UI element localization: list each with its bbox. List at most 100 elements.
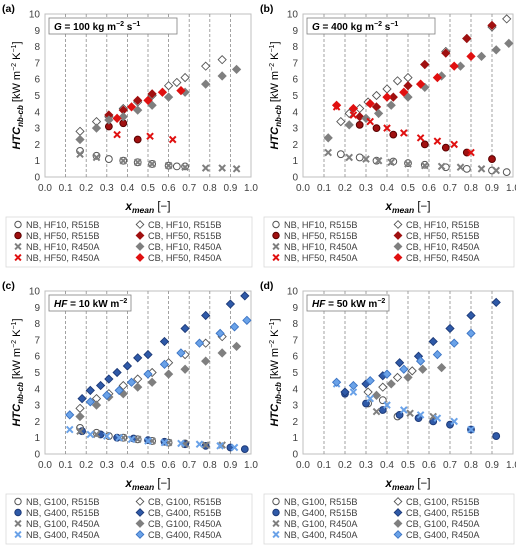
y-tick-label: 4: [292, 107, 298, 118]
data-point: [502, 168, 511, 177]
data-point: [487, 20, 497, 31]
data-point: [432, 349, 443, 360]
data-point: [449, 338, 459, 348]
legend-marker: [272, 220, 280, 229]
data-point: [399, 364, 409, 374]
y-tick-label: 9: [292, 26, 298, 37]
data-point: [371, 90, 382, 101]
data-point: [433, 137, 442, 145]
data-point: [331, 100, 342, 110]
legend-marker: [14, 530, 22, 539]
legend: NB, HF10, R515B CB, HF10, R515B NB, HF50, …: [263, 216, 515, 268]
data-point: [77, 393, 87, 404]
data-point: [146, 132, 154, 141]
data-point: [383, 401, 391, 409]
y-tick-label: 2: [34, 417, 40, 428]
data-point: [230, 443, 239, 452]
data-point: [180, 323, 190, 334]
data-point: [336, 150, 345, 159]
data-point: [355, 120, 364, 129]
y-tick-label: 4: [34, 384, 40, 395]
data-point: [172, 77, 182, 88]
legend-marker: [135, 242, 145, 251]
data-point: [466, 328, 476, 339]
data-point: [366, 117, 375, 126]
legend-label: CB, HF50, R515B: [406, 231, 480, 241]
series-cb-hf10-r450a: [323, 38, 514, 143]
data-point: [348, 380, 359, 391]
data-point: [477, 165, 486, 173]
y-tick-label: 3: [34, 401, 40, 412]
data-point: [218, 164, 226, 172]
y-axis-label: HTCnb-cb [kW m−2 K−1]: [269, 41, 283, 149]
data-point: [112, 367, 122, 378]
data-point: [91, 400, 102, 410]
data-point: [201, 356, 211, 366]
data-point: [441, 143, 450, 152]
data-point: [92, 151, 101, 160]
y-tick-label: 2: [292, 140, 298, 151]
data-point: [86, 430, 95, 439]
data-point: [491, 45, 501, 55]
y-tick-label: 6: [292, 352, 298, 363]
data-point: [112, 113, 122, 123]
data-point: [372, 124, 381, 133]
y-axis-label: HTCnb-cb [kW m−2 K−1]: [11, 318, 25, 426]
data-point: [147, 89, 157, 99]
data-point: [371, 390, 382, 400]
data-point: [76, 150, 84, 158]
data-point: [85, 385, 95, 396]
y-tick-label: 6: [34, 75, 40, 86]
data-point: [336, 116, 346, 127]
data-point: [201, 338, 211, 348]
data-point: [177, 439, 185, 448]
data-point: [104, 374, 114, 384]
series-nb-hf10-r450a: [324, 148, 501, 175]
data-point: [389, 130, 398, 139]
x-tick-label: 1.0: [506, 460, 516, 471]
data-point: [180, 364, 190, 374]
data-point: [180, 72, 190, 83]
data-point: [394, 358, 405, 368]
data-point: [420, 140, 429, 149]
x-tick-label: 0.2: [79, 460, 93, 471]
y-tick-label: 1: [34, 433, 40, 444]
x-tick-label: 0.1: [59, 460, 73, 471]
data-point: [195, 440, 204, 449]
data-point: [143, 369, 153, 379]
y-tick-label: 9: [34, 26, 40, 37]
data-point: [441, 48, 451, 58]
legend-label: CB, HF50, R450A: [148, 253, 222, 263]
x-tick-label: 0.2: [79, 183, 93, 194]
y-tick-label: 7: [292, 335, 298, 346]
y-tick-label: 1: [292, 433, 298, 444]
data-point: [491, 297, 501, 308]
data-point: [349, 111, 358, 119]
y-tick-label: 6: [34, 352, 40, 363]
legend-label: NB, G100, R450A: [284, 519, 358, 529]
series-cb-hf50-r450a: [112, 85, 186, 123]
series-nb-hf10-r450a: [76, 150, 241, 173]
y-tick-label: 3: [292, 124, 298, 135]
legend-marker: [14, 253, 22, 262]
chart-panel-a: 0 1 2 3 4 5 6 7 8 9 10 0.0 0.1 0.2 0.3 0.4 0.5 0.6 0.7 0.8 0…: [2, 3, 258, 268]
data-point: [429, 412, 438, 421]
data-point: [466, 310, 476, 321]
legend-marker: [393, 497, 403, 506]
data-point: [437, 162, 446, 171]
data-point: [467, 148, 475, 157]
x-tick-label: 0.1: [317, 183, 331, 194]
data-point: [378, 382, 388, 392]
data-point: [420, 161, 429, 170]
x-tick-label: 1.0: [244, 183, 258, 194]
x-tick-label: 0.1: [317, 460, 331, 471]
data-point: [217, 348, 227, 358]
data-point: [456, 163, 465, 172]
x-tick-label: 0.0: [296, 460, 310, 471]
condition-label: HF = 10 kW m−2: [54, 298, 127, 310]
data-point: [160, 438, 169, 447]
series-cb-hf50-r515b: [104, 89, 157, 120]
data-point: [92, 430, 101, 439]
chart-panel-b: 0 1 2 3 4 5 6 7 8 9 10 0.0 0.1 0.2 0.3 0.4 0.5 0.6 0.7 0.8 0…: [260, 3, 516, 268]
legend-label: CB, G100, R515B: [148, 497, 222, 507]
